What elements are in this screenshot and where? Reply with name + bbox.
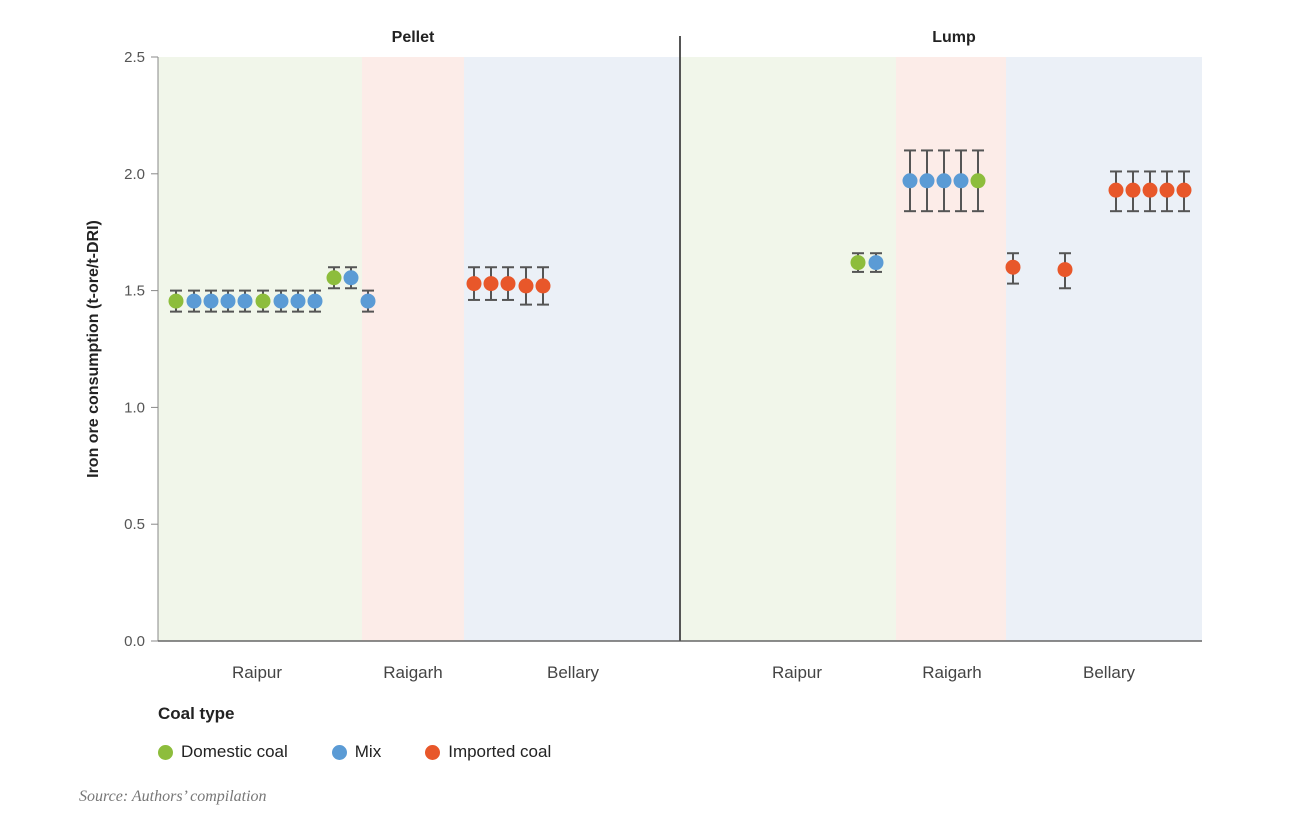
data-point-pellet-mix bbox=[360, 293, 376, 309]
data-point-lump-imported-coal bbox=[1057, 262, 1073, 278]
data-point-lump-domestic-coal bbox=[850, 255, 866, 271]
legend: Coal type Domestic coal Mix Imported coa… bbox=[158, 704, 595, 762]
legend-swatch-domestic-coal bbox=[158, 744, 173, 760]
region-band-pellet-raipur bbox=[158, 57, 362, 641]
data-point-lump-imported-coal bbox=[1142, 182, 1158, 198]
data-point-lump-domestic-coal bbox=[970, 173, 986, 189]
region-band-pellet-bellary bbox=[464, 57, 680, 641]
region-band-pellet-raigarh bbox=[362, 57, 464, 641]
legend-title: Coal type bbox=[158, 704, 235, 723]
legend-item-mix: Mix bbox=[331, 742, 382, 762]
y-axis-title: Iron ore consumption (t-ore/t-DRI) bbox=[85, 220, 102, 478]
data-point-pellet-mix bbox=[307, 293, 323, 309]
legend-swatch-mix bbox=[331, 744, 347, 760]
region-band-lump-raigarh bbox=[896, 57, 1006, 641]
source-note: Source: Authors’ compilation bbox=[79, 788, 267, 805]
data-point-pellet-imported-coal bbox=[518, 278, 534, 294]
y-tick-label: 1.5 bbox=[124, 283, 145, 300]
data-point-lump-mix bbox=[953, 173, 969, 189]
chart-area: 0.0 0.5 1.0 1.5 2.0 2.5 Iron ore consumption (… bbox=[85, 29, 1202, 682]
legend-items: Domestic coal Mix Imported coal bbox=[158, 742, 595, 762]
data-point-pellet-mix bbox=[290, 293, 306, 309]
data-point-pellet-domestic-coal bbox=[326, 270, 342, 286]
x-category-label-raipur: Raipur bbox=[772, 663, 822, 682]
data-point-lump-mix bbox=[868, 255, 884, 271]
data-point-pellet-imported-coal bbox=[466, 276, 482, 292]
x-category-label-raigarh: Raigarh bbox=[922, 663, 982, 682]
legend-item-domestic-coal: Domestic coal bbox=[158, 742, 288, 762]
facet-title-pellet: Pellet bbox=[392, 29, 435, 46]
data-point-pellet-mix bbox=[237, 293, 253, 309]
data-point-pellet-domestic-coal bbox=[168, 293, 184, 309]
data-point-lump-imported-coal bbox=[1125, 182, 1141, 198]
data-point-pellet-imported-coal bbox=[500, 276, 516, 292]
data-point-pellet-mix bbox=[273, 293, 289, 309]
x-category-label-bellary: Bellary bbox=[1083, 663, 1135, 682]
data-point-pellet-mix bbox=[203, 293, 219, 309]
legend-swatch-imported-coal bbox=[425, 744, 441, 760]
legend-item-imported-coal: Imported coal bbox=[425, 742, 551, 762]
x-category-label-bellary: Bellary bbox=[547, 663, 599, 682]
legend-label-mix: Mix bbox=[354, 742, 382, 761]
y-tick-label: 2.0 bbox=[124, 166, 145, 183]
data-point-pellet-imported-coal bbox=[483, 276, 499, 292]
region-band-lump-raipur bbox=[680, 57, 896, 641]
facet-title-lump: Lump bbox=[932, 29, 976, 46]
y-tick-label: 0.0 bbox=[124, 633, 145, 650]
data-point-lump-imported-coal bbox=[1159, 182, 1175, 198]
region-band-lump-bellary bbox=[1006, 57, 1202, 641]
legend-label-imported-coal: Imported coal bbox=[448, 742, 552, 761]
data-point-lump-imported-coal bbox=[1005, 259, 1021, 275]
y-tick-label: 0.5 bbox=[124, 516, 145, 533]
y-tick-label: 2.5 bbox=[124, 49, 145, 66]
x-category-label-raipur: Raipur bbox=[232, 663, 282, 682]
data-point-lump-mix bbox=[936, 173, 952, 189]
data-point-pellet-mix bbox=[220, 293, 236, 309]
y-tick-label: 1.0 bbox=[124, 399, 145, 416]
data-point-lump-mix bbox=[919, 173, 935, 189]
x-category-label-raigarh: Raigarh bbox=[383, 663, 443, 682]
data-point-lump-imported-coal bbox=[1108, 182, 1124, 198]
data-point-pellet-domestic-coal bbox=[255, 293, 271, 309]
data-point-pellet-mix bbox=[186, 293, 202, 309]
data-point-pellet-mix bbox=[343, 270, 359, 286]
data-point-pellet-imported-coal bbox=[535, 278, 551, 294]
data-point-lump-imported-coal bbox=[1176, 182, 1192, 198]
data-point-lump-mix bbox=[902, 173, 918, 189]
legend-label-domestic-coal: Domestic coal bbox=[181, 742, 288, 761]
